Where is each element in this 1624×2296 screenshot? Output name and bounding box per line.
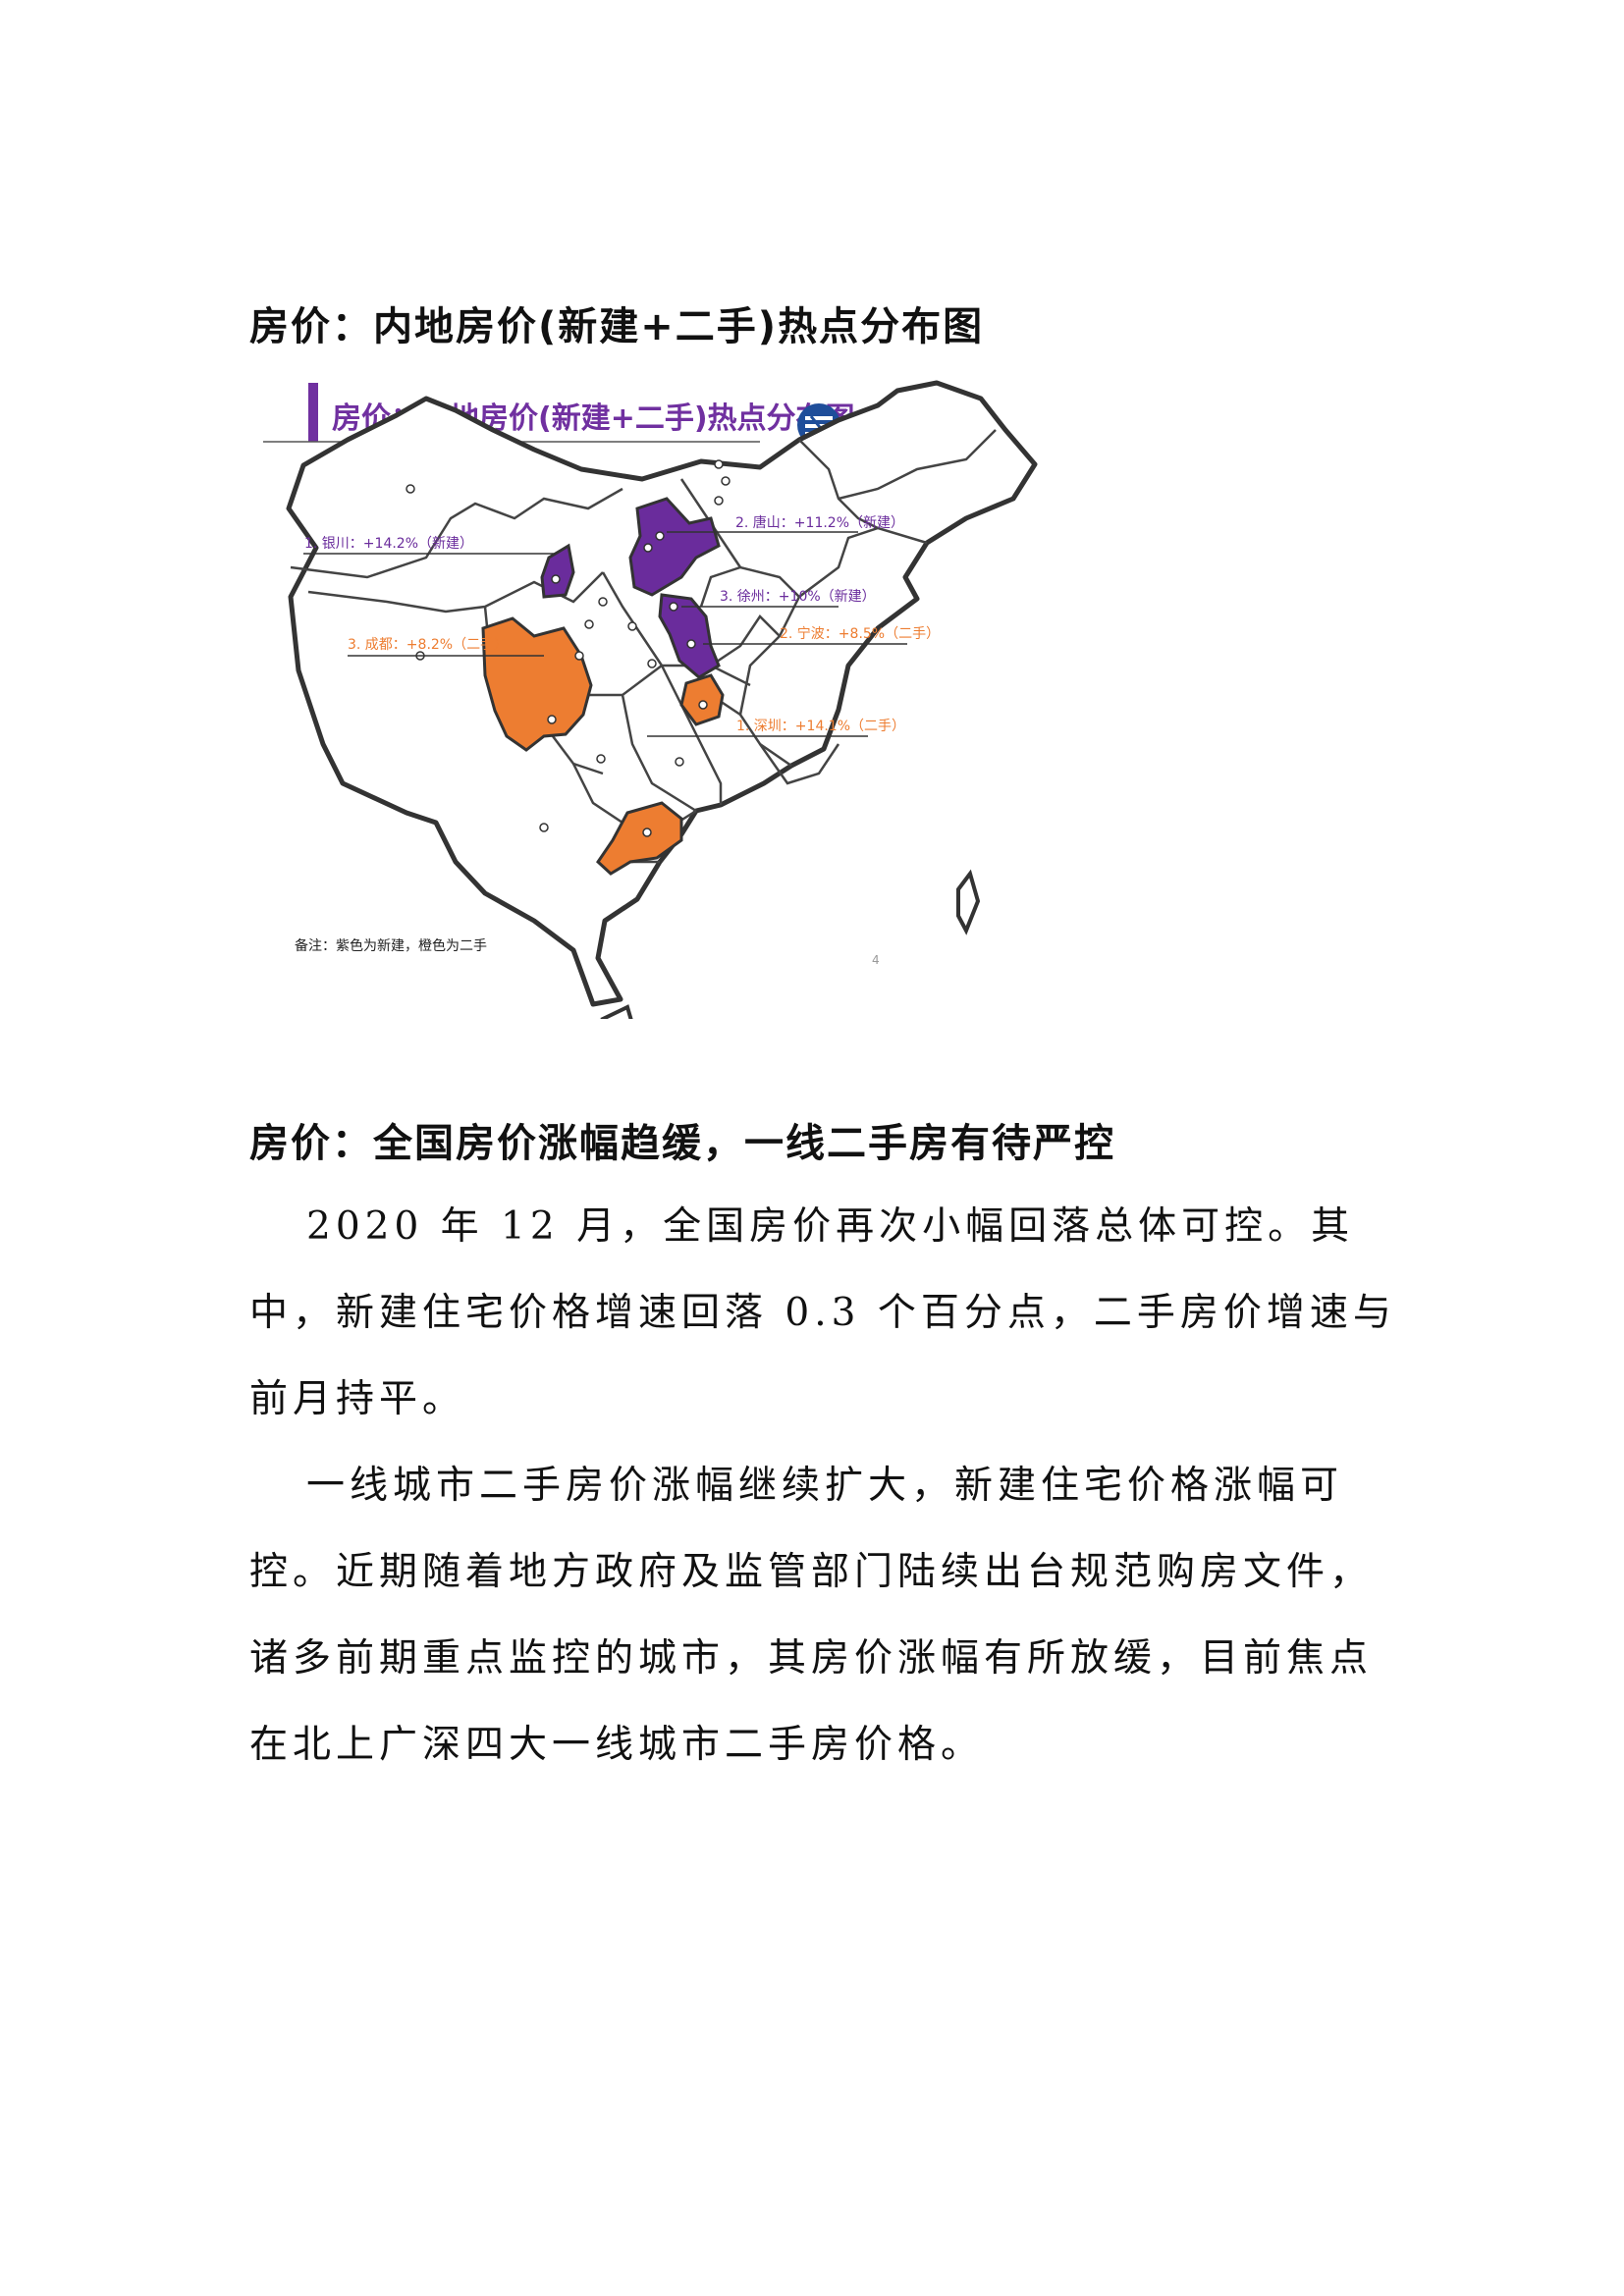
section-heading-summary: 房价：全国房价涨幅趋缓，一线二手房有待严控 bbox=[249, 1121, 1115, 1166]
paragraph-1: 2020 年 12 月，全国房价再次小幅回落总体可控。其中，新建住宅价格增速回落… bbox=[249, 1184, 1398, 1443]
region-yinchuan-ningxia bbox=[540, 543, 575, 599]
banner-accent-bar bbox=[308, 383, 318, 442]
slide-page-number: 4 bbox=[872, 953, 880, 967]
callout-lines bbox=[303, 531, 907, 737]
callout-label-chengdu: 3. 成都：+8.2%（二手） bbox=[348, 637, 508, 653]
hainan-outline bbox=[600, 1004, 633, 1019]
region-xuzhou-jiangsu bbox=[658, 593, 721, 679]
paragraph-2: 一线城市二手房价涨幅继续扩大，新建住宅价格涨幅可控。近期随着地方政府及监管部门陆… bbox=[249, 1443, 1398, 1789]
callout-label-xuzhou: 3. 徐州：+10%（新建） bbox=[720, 589, 876, 605]
region-tangshan-hebei bbox=[628, 497, 721, 597]
taiwan-outline bbox=[956, 869, 981, 935]
callout-label-yinchuan: 1. 银川：+14.2%（新建） bbox=[304, 536, 473, 552]
map-note: 备注：紫色为新建，橙色为二手 bbox=[295, 937, 487, 954]
china-outline bbox=[286, 380, 1038, 1007]
paragraph-2-text: 一线城市二手房价涨幅继续扩大，新建住宅价格涨幅可控。近期随着地方政府及监管部门陆… bbox=[249, 1464, 1374, 1767]
region-chengdu-sichuan bbox=[481, 616, 593, 752]
paragraph-1-text: 2020 年 12 月，全国房价再次小幅回落总体可控。其中，新建住宅价格增速回落… bbox=[249, 1204, 1396, 1421]
callout-label-ningbo: 2. 宁波：+8.5%（二手） bbox=[780, 625, 940, 642]
section-heading-map: 房价：内地房价(新建+二手)热点分布图 bbox=[249, 304, 985, 349]
callout-label-tangshan: 2. 唐山：+11.2%（新建） bbox=[735, 514, 904, 531]
region-shenzhen-guangdong bbox=[596, 801, 683, 876]
callout-label-shenzhen: 1. 深圳：+14.1%（二手） bbox=[736, 719, 905, 734]
china-hotspot-map-figure: 房价：内地房价(新建+二手)热点分布图 植信投资研究院 ZhiXin Inves… bbox=[249, 371, 1375, 1019]
region-ningbo-zhejiang bbox=[679, 673, 725, 726]
city-markers bbox=[406, 459, 731, 837]
china-map-svg: 房价：内地房价(新建+二手)热点分布图 植信投资研究院 ZhiXin Inves… bbox=[263, 380, 1038, 1019]
